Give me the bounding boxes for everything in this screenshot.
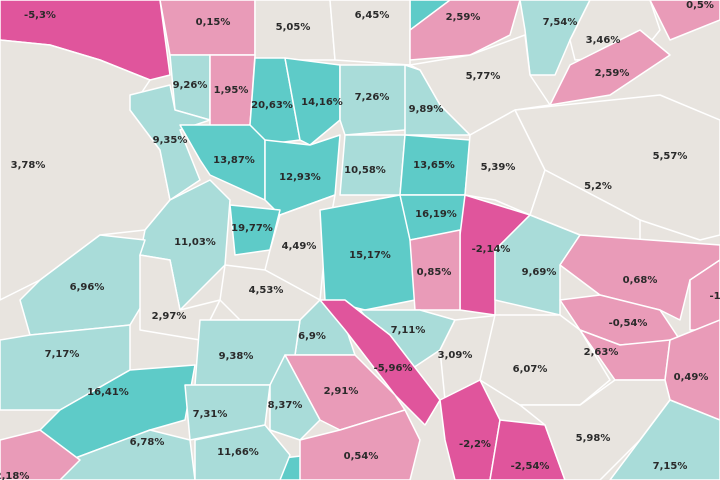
- region-label: 4,53%: [249, 285, 284, 296]
- region-label: 6,78%: [130, 437, 165, 448]
- region-label: -2,54%: [511, 461, 550, 472]
- region-label: 7,26%: [355, 92, 390, 103]
- region-label: 2,59%: [595, 68, 630, 79]
- region-label: 0,68%: [623, 275, 658, 286]
- region-label: 5,98%: [576, 433, 611, 444]
- region-label: 2,97%: [152, 311, 187, 322]
- region: [404, 64, 471, 136]
- region-label: 0,15%: [196, 17, 231, 28]
- region-label: 7,11%: [391, 325, 426, 336]
- region-label: 2,91%: [324, 386, 359, 397]
- region-label: 7,15%: [653, 461, 688, 472]
- region: [269, 354, 321, 441]
- region-label: 16,41%: [87, 387, 129, 398]
- region-label: 9,35%: [153, 135, 188, 146]
- region-label: 2,18%: [0, 471, 29, 480]
- region-label: 11,66%: [217, 447, 259, 458]
- region-label: 5,39%: [481, 162, 516, 173]
- region-label: 15,17%: [349, 250, 391, 261]
- region-label: 6,45%: [355, 10, 390, 21]
- region-label: 7,54%: [543, 17, 578, 28]
- region-label: -5,3%: [24, 10, 56, 21]
- region-label: 9,69%: [522, 267, 557, 278]
- region-label: 10,58%: [344, 165, 386, 176]
- region: [519, 0, 591, 76]
- region-label: -2,2%: [459, 439, 491, 450]
- region-label: 9,26%: [173, 80, 208, 91]
- region-label: 13,65%: [413, 160, 455, 171]
- region-label: 5,57%: [653, 151, 688, 162]
- region-label: 13,87%: [213, 155, 255, 166]
- region-label: 4,49%: [282, 241, 317, 252]
- region-label: 3,09%: [438, 350, 473, 361]
- region-label: 16,19%: [415, 209, 457, 220]
- region: [489, 419, 566, 480]
- region-label: 2,59%: [446, 12, 481, 23]
- region-label: 12,93%: [279, 172, 321, 183]
- region-label: 0,85%: [417, 267, 452, 278]
- region: [129, 84, 211, 201]
- region-label: 3,78%: [11, 160, 46, 171]
- region: [339, 64, 411, 136]
- region-label: 20,63%: [251, 100, 293, 111]
- region-label: 6,07%: [513, 364, 548, 375]
- region-label: -1,: [710, 291, 720, 302]
- region: [549, 29, 671, 106]
- region-label: 0,5%: [686, 0, 714, 11]
- region: [559, 234, 720, 321]
- region: [609, 399, 720, 480]
- region: [409, 229, 461, 311]
- region: [319, 299, 441, 426]
- region-label: 19,77%: [231, 223, 273, 234]
- region-label: -5,96%: [374, 363, 413, 374]
- region-label: 7,17%: [45, 349, 80, 360]
- region: [194, 424, 291, 480]
- region-label: 5,2%: [584, 181, 612, 192]
- region-label: 8,37%: [268, 400, 303, 411]
- region-label: -2,14%: [472, 244, 511, 255]
- region-label: 0,54%: [344, 451, 379, 462]
- region-label: 6,96%: [70, 282, 105, 293]
- region-label: 2,63%: [584, 347, 619, 358]
- region: [299, 409, 421, 480]
- region: [689, 259, 720, 331]
- region-label: 9,89%: [409, 104, 444, 115]
- region-label: 14,16%: [301, 97, 343, 108]
- region-label: 3,46%: [586, 35, 621, 46]
- region: [284, 57, 341, 146]
- region-label: 9,38%: [219, 351, 254, 362]
- region-label: 11,03%: [174, 237, 216, 248]
- region: [479, 314, 611, 406]
- region-label: 6,9%: [298, 331, 326, 342]
- region-label: 7,31%: [193, 409, 228, 420]
- region: [139, 254, 221, 341]
- region-label: 5,77%: [466, 71, 501, 82]
- region-label: -0,54%: [609, 318, 648, 329]
- region: [0, 429, 81, 480]
- region: [439, 379, 501, 480]
- region-label: 5,05%: [276, 22, 311, 33]
- region-label: 0,49%: [674, 372, 709, 383]
- region: [409, 0, 521, 61]
- region: [649, 0, 720, 41]
- region-label: 1,95%: [214, 85, 249, 96]
